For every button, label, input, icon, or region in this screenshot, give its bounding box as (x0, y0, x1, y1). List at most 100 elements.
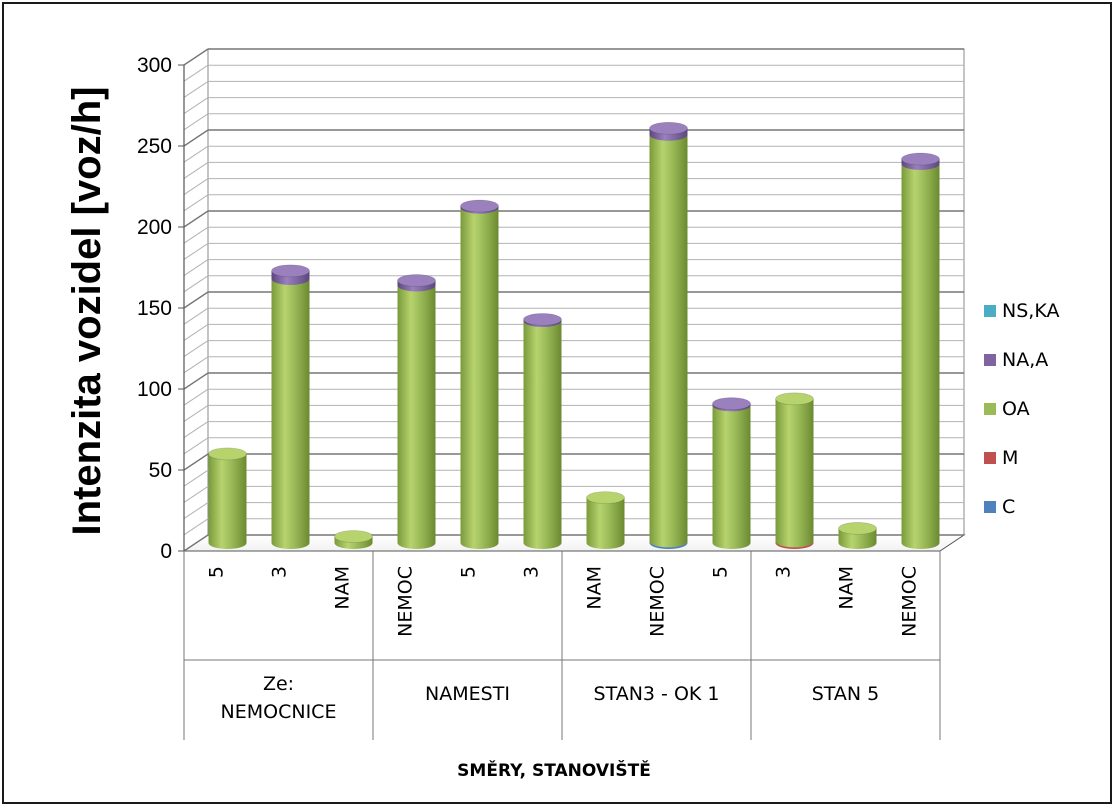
x-tick-label: NEMOC (395, 566, 417, 637)
bar-3 (775, 392, 814, 549)
bar-top-cap (712, 397, 751, 411)
gridline-side (183, 210, 209, 228)
x-tick-label: 5 (458, 566, 480, 578)
gridline-side (183, 421, 209, 439)
x-group-label: NEMOCNICE (221, 701, 337, 723)
gridline-side (183, 178, 209, 196)
x-tick-label: NEMOC (647, 566, 669, 637)
x-group-label: STAN 5 (812, 683, 880, 705)
y-tick-label: 300 (137, 54, 172, 77)
x-group-label: STAN3 - OK 1 (594, 683, 720, 705)
bar-segment-oa (208, 453, 247, 549)
bar-nemoc (397, 274, 436, 549)
bar-nemoc (649, 121, 688, 549)
x-group-label: Ze: (263, 673, 294, 695)
x-tick-label: 3 (521, 566, 543, 578)
gridline-side (183, 485, 209, 503)
x-tick-label: 5 (206, 566, 228, 578)
gridline-side (183, 242, 209, 260)
gridline-side (183, 259, 209, 277)
bar-top-cap (208, 447, 247, 461)
gridline-side (183, 372, 209, 390)
legend-swatch (984, 501, 996, 513)
bar-segment-oa (397, 285, 436, 549)
gridline-side (183, 502, 209, 520)
legend-label: NA,A (1002, 349, 1048, 371)
bars (208, 121, 940, 550)
gridline-side (183, 97, 209, 115)
gridline-side (183, 404, 209, 422)
x-tick-label: NAM (584, 566, 606, 610)
gridline-side (183, 129, 209, 147)
gridline-side (183, 291, 209, 309)
bar-segment-oa (712, 405, 751, 549)
bar-nam (838, 522, 877, 549)
gridline-side (183, 323, 209, 341)
bar-nam (334, 530, 373, 549)
gridline-side (183, 275, 209, 293)
bar-segment-oa (460, 207, 499, 549)
gridline-side (183, 388, 209, 406)
y-tick-label: 250 (137, 135, 172, 158)
x-axis-title: SMĚRY, STANOVIŠTĚ (457, 759, 651, 781)
gridline-side (183, 80, 209, 98)
chart-walls (182, 48, 966, 552)
y-tick-label: 150 (137, 297, 172, 320)
legend-label: NS,KA (1002, 300, 1059, 322)
bar-top-cap (838, 522, 877, 535)
gridline-side (183, 226, 209, 244)
gridline-side (183, 113, 209, 131)
legend-swatch (984, 305, 996, 317)
gridline-side (183, 64, 209, 82)
bar-3 (523, 313, 562, 549)
y-tick-labels: 0 50 100 150 200 250 300 (137, 54, 184, 563)
gridline-side (183, 437, 209, 455)
gridline-side (183, 534, 209, 552)
x-group-label: NAMESTI (425, 683, 510, 705)
y-tick-label: 50 (149, 459, 172, 482)
bar-top-cap (586, 491, 625, 505)
x-tick-label: 3 (773, 566, 795, 578)
bar-nemoc (901, 152, 940, 550)
bar-segment-oa (586, 497, 625, 549)
legend-label: C (1002, 496, 1015, 518)
legend-label: OA (1002, 398, 1030, 420)
gridline-side (183, 307, 209, 325)
y-tick-label: 100 (137, 378, 172, 401)
legend: NS,KA NA,A OA M C (984, 300, 1059, 518)
bar-5 (712, 397, 751, 549)
y-tick-label: 0 (160, 540, 172, 563)
bar-segment-oa (271, 278, 310, 549)
legend-swatch (984, 403, 996, 415)
bar-segment-oa (649, 134, 688, 548)
bar-3 (271, 264, 310, 549)
legend-swatch (984, 354, 996, 366)
bar-5 (460, 199, 499, 549)
gridline-side (183, 469, 209, 487)
bar-segment-oa (901, 163, 940, 550)
bar-top-cap (271, 264, 310, 278)
gridline-side (183, 194, 209, 212)
bar-5 (208, 447, 247, 549)
x-tick-label: 3 (269, 566, 291, 578)
gridline-side (183, 145, 209, 163)
legend-label: M (1002, 447, 1018, 469)
x-axis: 5 3 NAM NEMOC 5 3 NAM NEMOC 5 3 NAM NEMOC Ze: NEMOCNI… (183, 551, 941, 740)
bar-segment-oa (775, 398, 814, 548)
gridline-side (183, 340, 209, 358)
bar-top-cap (397, 274, 436, 287)
x-tick-label: NAM (836, 566, 858, 610)
gridline-side (183, 48, 209, 66)
bar-segment-oa (523, 321, 562, 549)
bar-top-cap (460, 199, 499, 213)
gridline-side (183, 356, 209, 374)
bar-top-cap (901, 152, 940, 166)
bar-top-cap (775, 392, 814, 406)
x-tick-label: NEMOC (899, 566, 921, 637)
bar-top-cap (334, 530, 373, 543)
bar-top-cap (523, 313, 562, 326)
gridline-side (183, 453, 209, 471)
x-tick-label: 5 (710, 566, 732, 578)
gridline-side (183, 518, 209, 536)
